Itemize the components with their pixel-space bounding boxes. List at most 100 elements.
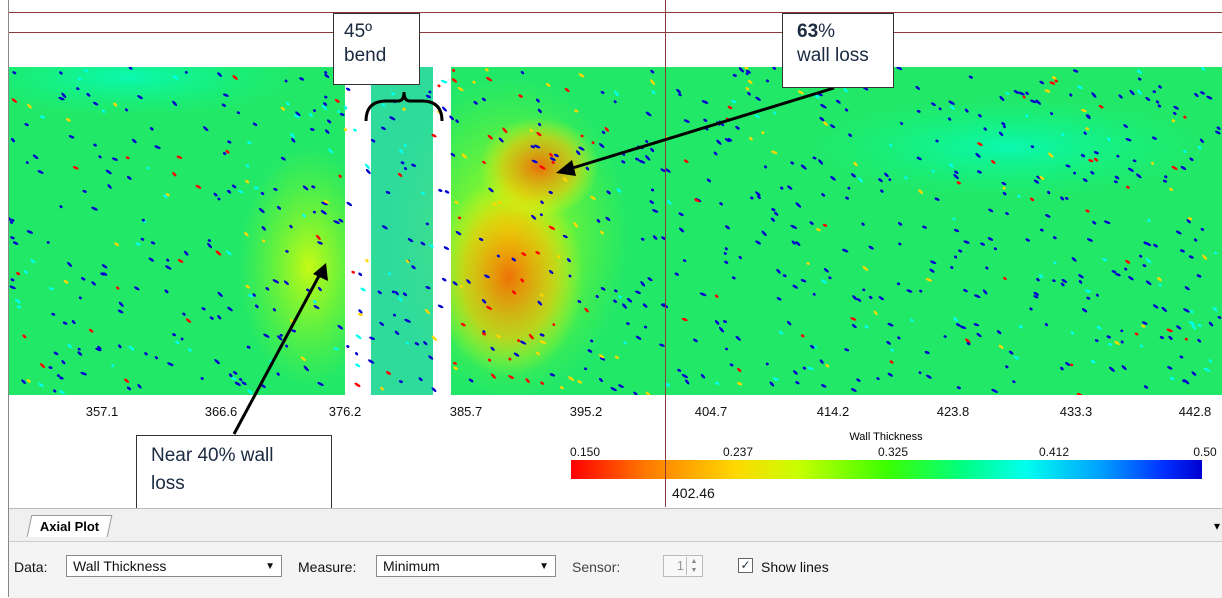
heatmap-speck [843,88,848,93]
heatmap-speck [313,300,317,304]
heatmap-speck [428,355,434,360]
heatmap-speck [414,342,420,346]
heatmap-speck [606,190,611,195]
wall-thickness-heatmap[interactable] [9,67,1222,395]
heatmap-speck [483,274,490,279]
cursor-line[interactable] [665,0,666,507]
heatmap-speck [792,284,799,289]
heatmap-speck [1180,165,1187,171]
heatmap-speck [966,342,971,346]
spinner-icon[interactable]: ▲ ▼ [686,557,701,575]
heatmap-speck [596,219,601,223]
heatmap-speck [851,324,857,329]
heatmap-speck [293,114,300,118]
heatmap-speck [807,366,814,371]
heatmap-speck [125,156,130,160]
colorbar-tick: 0.412 [1038,445,1070,459]
heatmap-speck [531,214,537,220]
heatmap-speck [575,150,581,156]
panel-menu-icon[interactable]: ▾ [1213,519,1220,533]
heatmap-speck [600,230,604,235]
heatmap-speck [508,357,512,361]
heatmap-speck [65,118,71,122]
heatmap-speck [450,152,456,157]
heatmap-speck [1060,282,1065,287]
heatmap-speck [442,277,447,282]
heatmap-speck [1124,267,1128,271]
heatmap-speck [124,378,130,383]
sensor-stepper[interactable]: 1 ▲ ▼ [663,555,703,577]
heatmap-speck [1093,151,1099,155]
heatmap-speck [1140,344,1144,348]
heatmap-speck [665,382,670,388]
heatmap-speck [729,363,734,367]
heatmap-speck [403,143,407,148]
heatmap-speck [681,317,688,322]
heatmap-speck [444,190,450,194]
heatmap-speck [595,294,599,299]
heatmap-speck [63,279,69,284]
heatmap-speck [1191,324,1197,330]
tab-axial-plot[interactable]: Axial Plot [26,515,113,537]
heatmap-speck [16,272,20,276]
heatmap-speck [518,94,523,98]
heatmap-speck [780,186,784,190]
heatmap-speck [1085,209,1090,213]
heatmap-speck [453,366,458,371]
heatmap-speck [357,312,363,317]
measure-select[interactable]: Minimum ▼ [376,555,556,577]
heatmap-speck [513,352,520,357]
heatmap-speck [888,178,892,182]
data-select[interactable]: Wall Thickness ▼ [66,555,282,577]
heatmap-speck [1173,105,1179,110]
heatmap-speck [856,378,861,382]
heatmap-speck [650,69,655,74]
heatmap-speck [262,239,266,243]
heatmap-speck [889,143,893,147]
show-lines-checkbox[interactable]: ✓ [738,558,753,573]
heatmap-speck [300,356,306,362]
heatmap-speck [610,387,617,392]
heatmap-speck [1093,157,1099,162]
heatmap-speck [980,242,986,246]
heatmap-speck [1054,79,1058,83]
heatmap-speck [987,237,994,241]
heatmap-speck [358,272,363,277]
heatmap-speck [1090,360,1096,364]
heatmap-speck [217,72,222,77]
chevron-down-icon: ▼ [539,561,549,572]
heatmap-speck [227,306,233,312]
heatmap-speck [97,345,102,351]
heatmap-speck [214,359,220,365]
arrow-63 [556,86,835,176]
heatmap-speck [1208,359,1212,363]
heatmap-speck [365,259,369,263]
heatmap-speck [681,374,689,379]
heatmap-speck [485,68,489,72]
heatmap-speck [953,316,959,322]
heatmap-speck [227,189,232,194]
heatmap-speck [285,249,289,253]
heatmap-speck [1001,181,1007,186]
heatmap-speck [747,79,753,84]
heatmap-speck [956,181,961,185]
heatmap-speck [1018,91,1025,96]
heatmap-speck [239,377,243,382]
heatmap-speck [890,348,895,352]
heatmap-speck [321,201,328,206]
heatmap-speck [1214,251,1218,255]
heatmap-speck [234,381,241,386]
heatmap-speck [735,125,740,130]
heatmap-speck [1008,350,1014,355]
heatmap-speck [388,272,392,276]
heatmap-speck [217,315,222,320]
heatmap-speck [457,216,462,220]
heatmap-speck [844,108,849,112]
heatmap-speck [786,320,792,326]
heatmap-speck [1157,277,1162,282]
heatmap-speck [1052,236,1057,240]
heatmap-speck [56,374,60,377]
heatmap-speck [683,159,689,164]
heatmap-speck [1186,219,1191,224]
heatmap-speck [420,241,426,246]
